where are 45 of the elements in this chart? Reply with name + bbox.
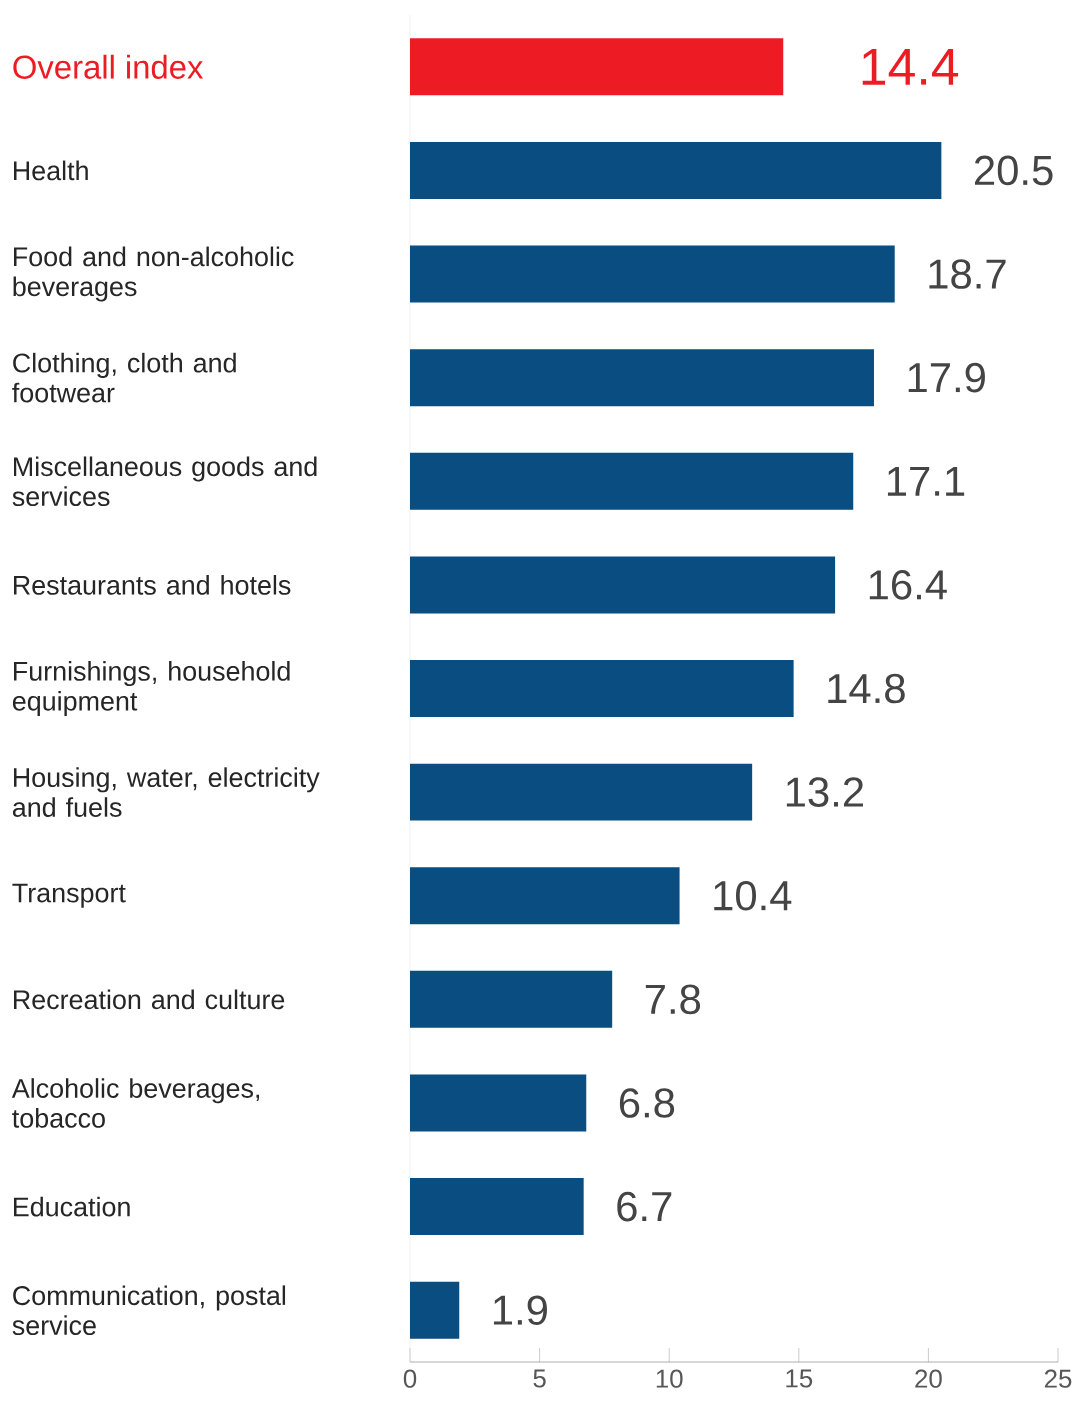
data-label: 16.4: [869, 570, 947, 600]
y-tick-label: Restaurants and hotels: [14, 575, 291, 595]
data-label: 17.9: [908, 362, 985, 393]
y-tick-label: Furnishings, household equipment: [12, 661, 290, 716]
bar: [410, 867, 680, 925]
data-label: 7.8: [645, 984, 701, 1015]
bar: [410, 141, 942, 199]
y-tick-label: Education: [14, 1196, 130, 1217]
data-label: 6.8: [619, 1088, 675, 1118]
x-tick-label: 25: [1044, 1369, 1072, 1388]
y-tick-label: Communication, postal service: [12, 1285, 286, 1336]
y-tick-label: Housing, water, electricity and fuels: [12, 767, 320, 817]
x-tick-label: 5: [533, 1369, 546, 1388]
bar: [410, 349, 874, 407]
bar: [410, 38, 784, 96]
x-tick-label: 0: [403, 1369, 417, 1388]
bar: [410, 970, 613, 1028]
data-label: 20.5: [975, 155, 1053, 186]
data-label: 10.4: [714, 880, 792, 911]
bar: [410, 245, 895, 303]
y-tick-label: Health: [14, 160, 88, 181]
x-tick-label: 20: [915, 1369, 942, 1388]
bar: [410, 556, 836, 614]
data-label: 18.7: [929, 259, 1006, 289]
data-label: 1.9: [493, 1295, 547, 1326]
y-tick-label: Food and non-alcoholic beverages: [13, 246, 294, 302]
bar: [410, 1178, 584, 1236]
x-tick-label: 15: [786, 1369, 813, 1388]
y-tick-label: Transport: [12, 883, 126, 908]
bar: [410, 452, 854, 510]
data-label: 17.1: [887, 466, 965, 496]
y-tick-label: Overall index: [13, 54, 204, 79]
bar: [410, 1281, 460, 1339]
x-tick-label: 10: [656, 1369, 683, 1388]
bar: [410, 660, 794, 717]
bar: [410, 1074, 587, 1132]
y-tick-label: Miscellaneous goods and services: [12, 456, 317, 507]
y-tick-label: Alcoholic beverages, tobacco: [11, 1078, 260, 1128]
bar: [410, 763, 753, 821]
data-label: 6.7: [617, 1191, 672, 1222]
data-label: 14.4: [862, 48, 959, 85]
y-tick-label: Clothing, cloth and footwear: [12, 352, 236, 403]
y-tick-label: Recreation and culture: [14, 989, 285, 1010]
data-label: 14.8: [828, 673, 905, 704]
data-label: 13.2: [786, 777, 863, 807]
